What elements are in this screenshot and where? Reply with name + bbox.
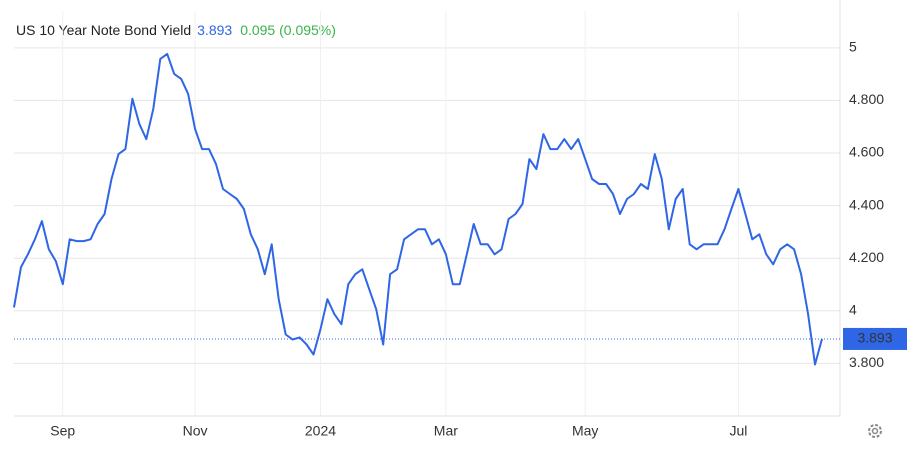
x-tick-label: Nov — [183, 423, 208, 439]
y-tick-label: 4.600 — [849, 144, 884, 160]
y-tick-label: 4.800 — [849, 91, 884, 107]
y-tick-label: 3.800 — [849, 354, 884, 370]
y-tick-label: 4.400 — [849, 196, 884, 212]
line — [13, 52, 823, 366]
last-value-box — [843, 327, 907, 350]
last-value-label: 3.893 — [857, 330, 892, 346]
y-tick-label: 4.200 — [849, 249, 884, 265]
chart-title: US 10 Year Note Bond Yield — [16, 22, 191, 38]
last-value: 3.893 — [197, 22, 232, 38]
x-tick-label: Jul — [729, 423, 747, 439]
chart-header: US 10 Year Note Bond Yield 3.893 0.095 (0.… — [16, 22, 336, 38]
gear-hub — [871, 427, 879, 435]
y-tick-label: 4 — [849, 302, 857, 318]
x-tick-label: May — [572, 423, 598, 439]
gear-teeth — [868, 424, 882, 438]
x-tick-label: Mar — [434, 423, 458, 439]
y-tick-label: 5 — [849, 39, 857, 55]
change: 0.095 (0.095%) — [240, 22, 336, 38]
x-tick-label: 2024 — [305, 423, 336, 439]
settings-icon[interactable] — [868, 424, 882, 438]
x-tick-label: Sep — [50, 423, 75, 439]
plot: 3.800 4 4.200 4.400 4.600 4.800 5 Sep Nov 2024 Mar… — [13, 0, 907, 439]
